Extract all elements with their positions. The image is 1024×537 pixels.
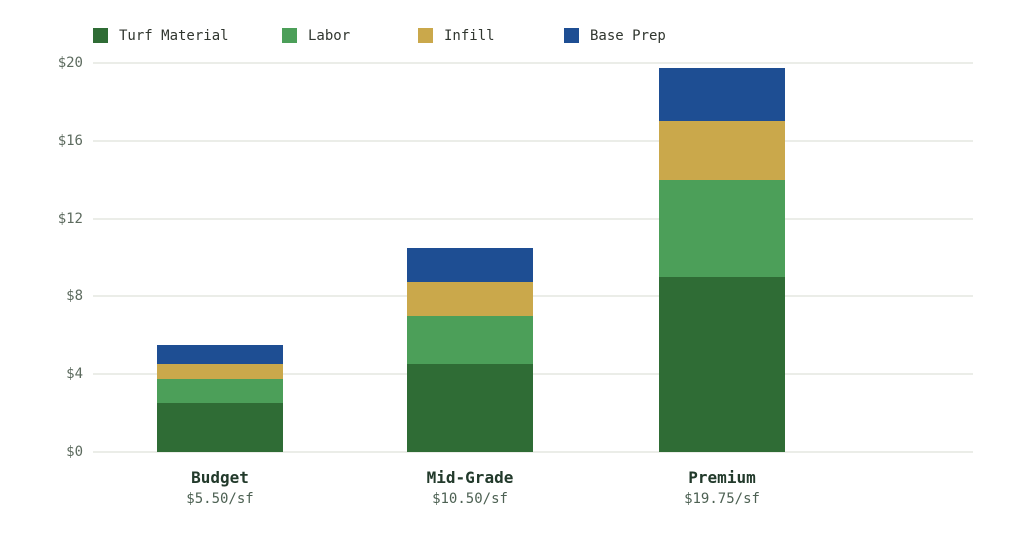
- bar-segment-turf-material-mid-grade: [407, 364, 533, 452]
- gridline-12: [93, 217, 973, 220]
- legend-item-base-prep: Base Prep: [564, 27, 666, 44]
- gridline-0: [93, 451, 973, 453]
- legend-label-turf-material: Turf Material: [119, 27, 229, 44]
- bar-segment-turf-material-budget: [157, 403, 283, 452]
- bar-segment-infill-premium: [659, 121, 785, 180]
- gridline-8: [93, 295, 973, 298]
- legend-item-labor: Labor: [282, 27, 350, 44]
- legend-swatch-turf-material-icon: [93, 28, 108, 43]
- y-axis-tick-label-4: $4: [66, 366, 83, 383]
- category-price-label-budget: $5.50/sf: [186, 491, 254, 507]
- bar-segment-base-prep-budget: [157, 345, 283, 365]
- category-price-label-premium: $19.75/sf: [684, 491, 760, 507]
- bar-segment-labor-premium: [659, 179, 785, 277]
- bar-segment-base-prep-mid-grade: [407, 247, 533, 282]
- gridline-20: [93, 62, 973, 64]
- y-axis-tick-label-16: $16: [57, 132, 83, 149]
- legend-label-infill: Infill: [444, 27, 495, 44]
- category-label-mid-grade: Mid-Grade: [426, 468, 514, 487]
- bar-segment-turf-material-premium: [659, 276, 785, 452]
- category-label-budget: Budget: [191, 468, 249, 487]
- y-axis-tick-label-12: $12: [57, 210, 83, 227]
- legend-swatch-base-prep-icon: [564, 28, 579, 43]
- legend-swatch-labor-icon: [282, 28, 297, 43]
- bar-segment-labor-mid-grade: [407, 315, 533, 365]
- legend-swatch-infill-icon: [418, 28, 433, 43]
- y-axis-tick-label-0: $0: [66, 444, 83, 460]
- bar-segment-base-prep-premium: [659, 67, 785, 122]
- legend-label-labor: Labor: [308, 27, 351, 44]
- y-axis-tick-label-8: $8: [66, 288, 83, 305]
- category-price-label-mid-grade: $10.50/sf: [432, 491, 508, 507]
- y-axis-tick-label-20: $20: [57, 55, 83, 71]
- chart-legend: Turf Material Labor Infill Base Prep: [93, 27, 773, 44]
- category-label-premium: Premium: [688, 468, 756, 487]
- legend-label-base-prep: Base Prep: [590, 27, 666, 44]
- bar-segment-labor-budget: [157, 379, 283, 404]
- gridline-4: [93, 373, 973, 376]
- legend-item-infill: Infill: [418, 27, 495, 44]
- legend-item-turf-material: Turf Material: [93, 27, 229, 44]
- bar-segment-infill-budget: [157, 364, 283, 380]
- gridline-16: [93, 139, 973, 142]
- bar-segment-infill-mid-grade: [407, 281, 533, 316]
